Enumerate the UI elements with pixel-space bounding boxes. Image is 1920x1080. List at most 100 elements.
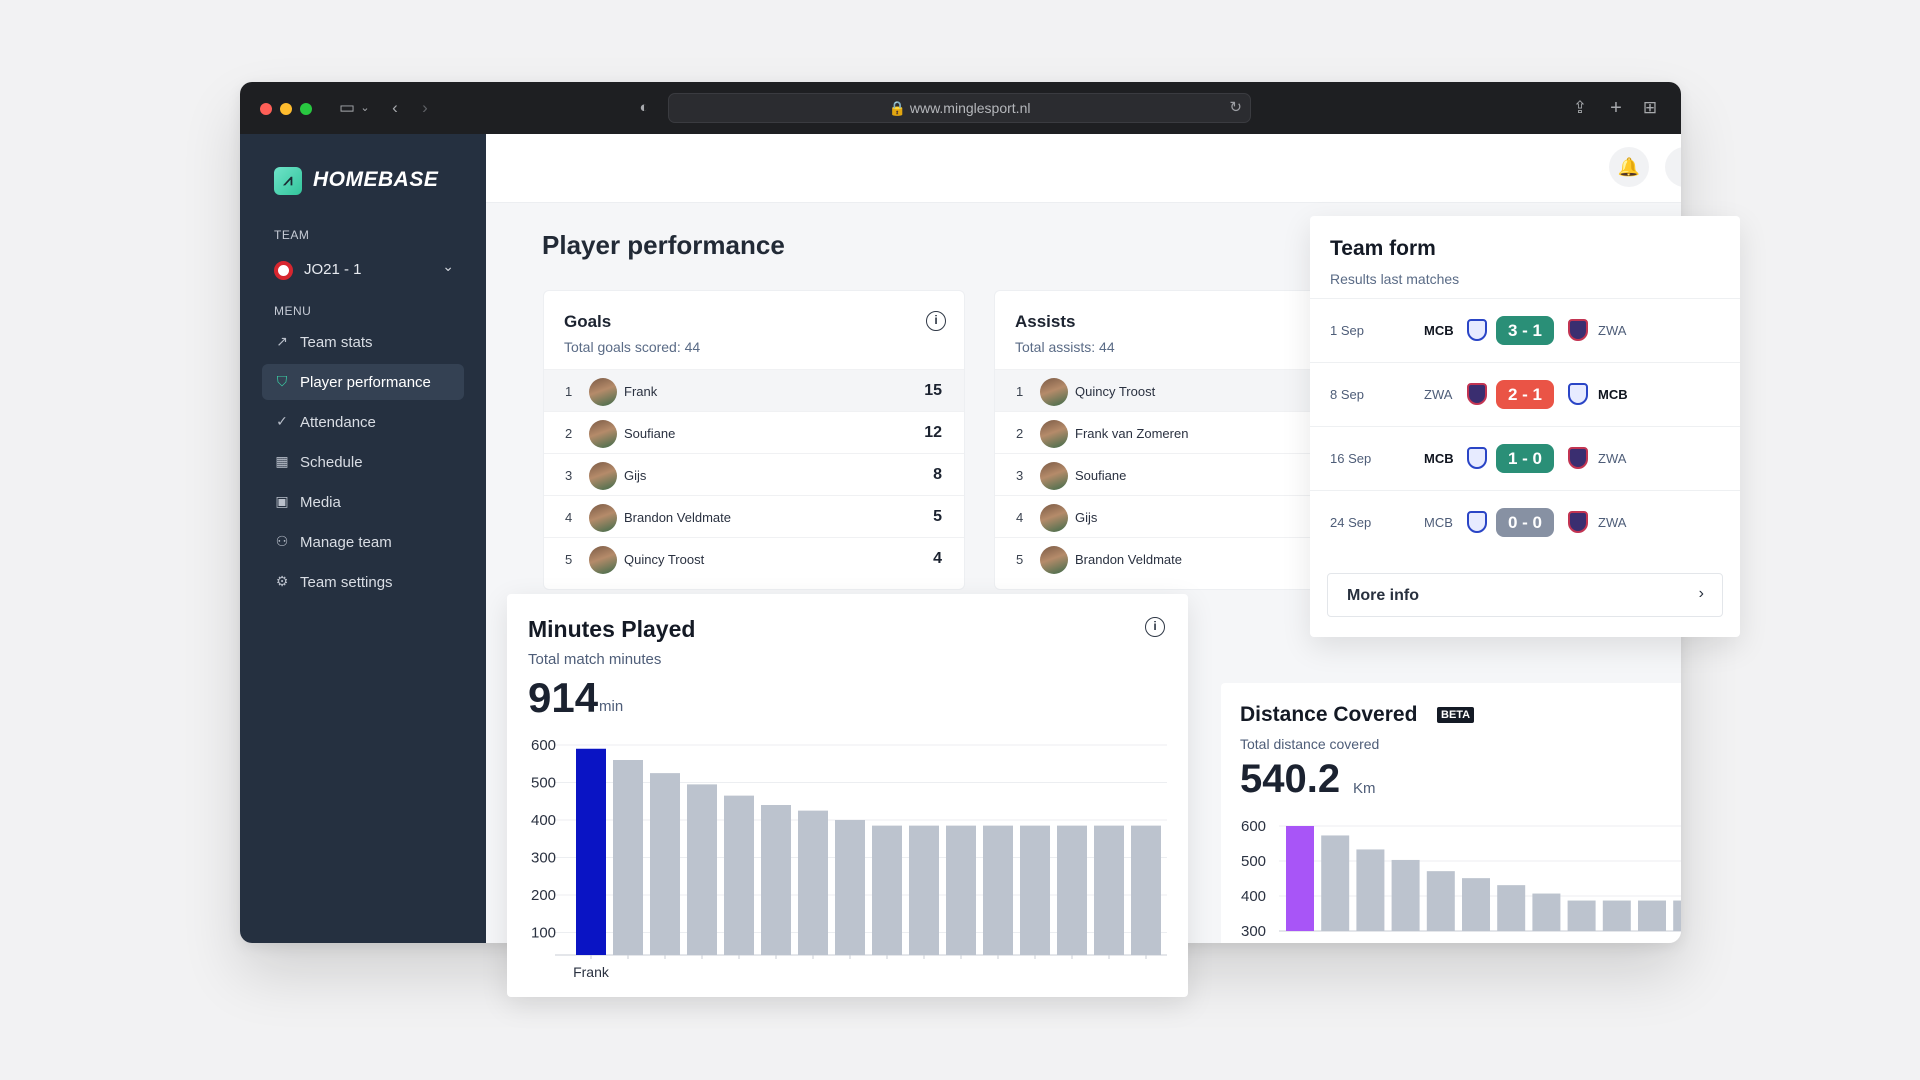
- top-bar: [486, 134, 1681, 203]
- chart-bar[interactable]: [1391, 859, 1420, 931]
- privacy-shield-icon[interactable]: ◐: [639, 99, 649, 116]
- chart-bar[interactable]: [650, 773, 680, 955]
- chart-bar[interactable]: [946, 825, 976, 955]
- minimize-window-button[interactable]: [280, 103, 292, 115]
- brand-name: HOMEBASE: [313, 168, 439, 191]
- address-bar[interactable]: 🔒 www.minglesport.nl ↻: [668, 93, 1251, 123]
- chart-bar[interactable]: [1020, 825, 1050, 955]
- player-name: Quincy Troost: [1075, 384, 1156, 399]
- gear-icon: ⚙: [275, 573, 289, 589]
- chart-bar[interactable]: [1462, 878, 1490, 931]
- chevron-down-icon[interactable]: ⌄: [360, 102, 370, 114]
- distance-card: Distance Covered BETA Total distance cov…: [1221, 683, 1681, 943]
- table-row[interactable]: 3 Soufiane: [995, 453, 1423, 495]
- chart-bar[interactable]: [1321, 835, 1350, 931]
- table-row[interactable]: 3 Gijs 8: [544, 453, 964, 495]
- player-avatar: [589, 504, 617, 532]
- table-row[interactable]: 5 Quincy Troost 4: [544, 537, 964, 579]
- chart-bar[interactable]: [1497, 885, 1526, 931]
- reload-icon[interactable]: ↻: [1229, 99, 1242, 116]
- rank-number: 5: [565, 552, 573, 567]
- chart-bar[interactable]: [1426, 871, 1455, 931]
- chart-bar[interactable]: [1057, 825, 1087, 955]
- chart-bar[interactable]: [724, 795, 754, 955]
- home-team-code: MCB: [1424, 323, 1454, 338]
- chart-bar[interactable]: [1673, 900, 1681, 931]
- match-row[interactable]: 8 Sep ZWA 2 - 1 MCB: [1310, 362, 1740, 426]
- chart-bar[interactable]: [1094, 825, 1124, 955]
- chevron-right-icon: ›: [1698, 585, 1704, 602]
- rank-number: 2: [565, 426, 573, 441]
- chart-bar[interactable]: [576, 748, 606, 955]
- chart-bar[interactable]: [761, 805, 791, 955]
- table-row[interactable]: 2 Soufiane 12: [544, 411, 964, 453]
- table-row[interactable]: 5 Brandon Veldmate: [995, 537, 1423, 579]
- tab-overview-icon[interactable]: ⊞: [1642, 98, 1658, 117]
- player-stat-value: 5: [933, 508, 942, 525]
- table-row[interactable]: 4 Gijs: [995, 495, 1423, 537]
- minutes-unit: min: [599, 698, 624, 715]
- sidebar-item-team-stats[interactable]: ↗ Team stats: [262, 324, 464, 360]
- chart-bar[interactable]: [1567, 900, 1596, 931]
- sidebar-item-manage-team[interactable]: ⚇ Manage team: [262, 524, 464, 560]
- away-team-code: ZWA: [1598, 515, 1627, 530]
- notifications-bell-icon[interactable]: 🔔: [1609, 147, 1649, 187]
- match-row[interactable]: 24 Sep MCB 0 - 0 ZWA: [1310, 490, 1740, 554]
- chart-bar[interactable]: [909, 825, 939, 955]
- table-row[interactable]: 2 Frank van Zomeren: [995, 411, 1423, 453]
- match-row[interactable]: 1 Sep MCB 3 - 1 ZWA: [1310, 298, 1740, 362]
- check-circle-icon: ✓: [276, 413, 288, 429]
- share-icon[interactable]: ⇪: [1572, 98, 1588, 117]
- forward-arrow-icon[interactable]: ›: [422, 98, 428, 117]
- sidebar-item-team-settings[interactable]: ⚙ Team settings: [262, 564, 464, 600]
- chart-bar[interactable]: [798, 810, 828, 955]
- match-date: 16 Sep: [1330, 451, 1372, 466]
- chart-bar[interactable]: [1602, 900, 1631, 931]
- chart-bar[interactable]: [1532, 893, 1561, 931]
- sidebar: ⩘ HOMEBASE TEAM JO21 - 1 ⌄ MENU ↗ Team st…: [240, 134, 486, 943]
- home-crest-icon: [1467, 383, 1487, 405]
- sidebar-item-attendance[interactable]: ✓ Attendance: [262, 404, 464, 440]
- user-avatar[interactable]: [1665, 147, 1681, 187]
- table-row[interactable]: 1 Frank 15: [544, 369, 964, 411]
- calendar-icon: ▦: [275, 453, 289, 469]
- info-icon[interactable]: i: [1145, 617, 1165, 637]
- info-icon[interactable]: i: [926, 311, 946, 331]
- team-form-title: Team form: [1330, 237, 1436, 260]
- chart-bar[interactable]: [613, 760, 643, 955]
- chart-bar[interactable]: [1356, 849, 1385, 931]
- chart-bar[interactable]: [835, 820, 865, 955]
- chart-bar[interactable]: [872, 825, 902, 955]
- team-selector[interactable]: JO21 - 1 ⌄: [274, 258, 454, 282]
- chart-bar[interactable]: [983, 825, 1013, 955]
- y-tick-label: 400: [1241, 888, 1266, 905]
- chart-bar[interactable]: [1286, 826, 1314, 931]
- away-team-code: ZWA: [1598, 323, 1627, 338]
- chart-bar[interactable]: [1131, 825, 1161, 955]
- home-team-code: MCB: [1424, 515, 1453, 530]
- maximize-window-button[interactable]: [300, 103, 312, 115]
- sidebar-item-media[interactable]: ▣ Media: [262, 484, 464, 520]
- more-info-label: More info: [1347, 587, 1419, 604]
- distance-title: Distance Covered: [1240, 703, 1418, 726]
- sidebar-item-schedule[interactable]: ▦ Schedule: [262, 444, 464, 480]
- distance-unit: Km: [1353, 780, 1376, 797]
- more-info-button[interactable]: More info ›: [1327, 573, 1723, 617]
- sidebar-item-player-performance[interactable]: ⛉ Player performance: [262, 364, 464, 400]
- player-stat-value: 8: [933, 466, 942, 483]
- goals-card: Goals Total goals scored: 44 i 1 Frank 15 2…: [543, 290, 965, 590]
- minutes-value: 914: [528, 674, 599, 721]
- new-tab-icon[interactable]: +: [1610, 97, 1622, 119]
- match-date: 1 Sep: [1330, 323, 1364, 338]
- player-name: Brandon Veldmate: [624, 510, 731, 525]
- table-row[interactable]: 4 Brandon Veldmate 5: [544, 495, 964, 537]
- match-score: 1 - 0: [1496, 444, 1554, 473]
- match-date: 8 Sep: [1330, 387, 1364, 402]
- chart-bar[interactable]: [1638, 900, 1666, 931]
- sidebar-toggle-icon[interactable]: ▭: [338, 98, 356, 117]
- match-row[interactable]: 16 Sep MCB 1 - 0 ZWA: [1310, 426, 1740, 490]
- y-tick-label: 500: [531, 775, 556, 792]
- chart-bar[interactable]: [687, 784, 717, 955]
- close-window-button[interactable]: [260, 103, 272, 115]
- back-arrow-icon[interactable]: ‹: [392, 98, 398, 117]
